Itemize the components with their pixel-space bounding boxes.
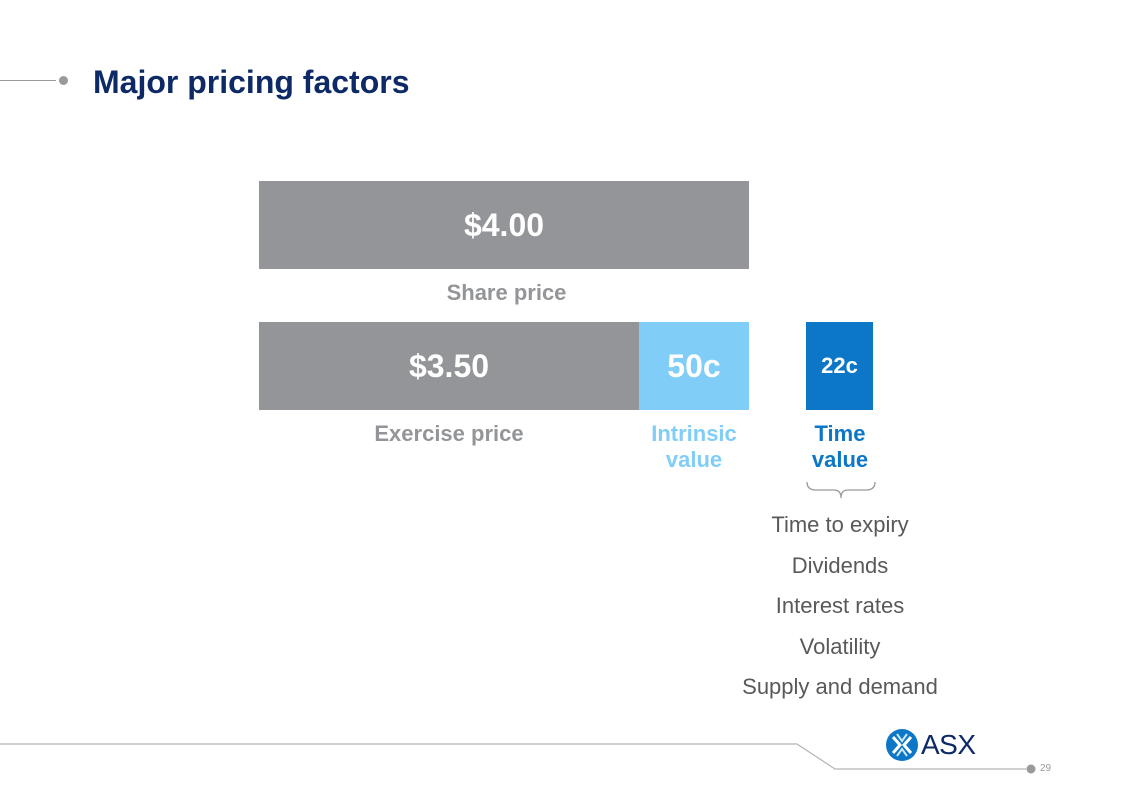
asx-emblem-icon [886,729,918,761]
share-price-value: $4.00 [463,207,545,243]
factor-item: Volatility [799,633,881,659]
asx-logo: ASX [885,728,976,762]
share-price-label: Share price [446,280,567,305]
curly-brace-icon [806,481,876,499]
exercise-price-value: $3.50 [408,348,490,384]
title-decoration-line [0,80,56,81]
time-value-value: 22c [821,353,858,378]
intrinsic-value-value: 50c [667,348,721,384]
exercise-price-label: Exercise price [374,421,524,446]
time-value-label: Time value [811,421,869,472]
title-bullet-dot [59,76,68,85]
intrinsic-value-label: Intrinsic value [651,421,737,472]
share-price-bar: $4.00 [259,181,749,269]
intrinsic-value-bar: 50c [639,322,749,410]
exercise-price-bar: $3.50 [259,322,639,410]
factor-item: Time to expiry [771,512,909,537]
logo-text: ASX [921,729,976,760]
factor-item: Supply and demand [742,674,938,699]
factor-item: Dividends [791,552,889,578]
footer-line [0,743,1036,774]
factor-item: Interest rates [775,593,905,618]
page-number: 29 [1040,763,1052,774]
time-value-bar: 22c [806,322,873,410]
time-value-factors-list: Time to expiry Dividends Interest rates … [700,505,980,708]
slide-title: Major pricing factors [93,64,410,100]
